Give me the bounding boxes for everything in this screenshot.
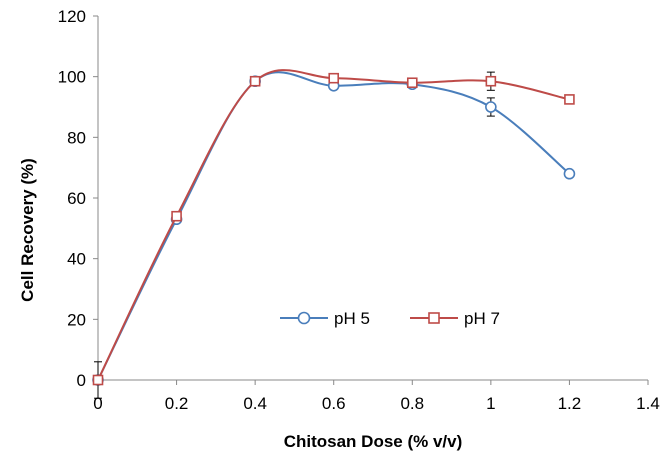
series-ph-5 [92,71,576,386]
data-point [171,210,182,222]
data-point [249,75,261,87]
data-point [485,75,497,87]
x-tick-label: 0.6 [322,394,346,413]
data-point [485,101,497,113]
data-point [328,72,340,84]
series-group [92,69,576,399]
legend-marker [297,311,311,325]
axes [93,15,649,385]
y-tick-label: 100 [58,68,86,87]
legend: pH 5 pH 7 [280,309,500,328]
legend-label: pH 5 [334,309,370,328]
data-point [92,374,104,386]
y-tick-label: 0 [77,371,86,390]
x-tick-label: 0.2 [165,394,189,413]
y-tick-label: 20 [67,310,86,329]
legend-item: pH 7 [410,309,500,328]
y-axis-title: Cell Recovery (%) [18,158,37,302]
legend-label: pH 7 [464,309,500,328]
tick-labels: 0 0.2 0.4 0.6 0.8 1 1.2 1.4 0 20 40 60 80 100 120 [58,7,660,413]
y-tick-label: 120 [58,7,86,26]
y-tick-label: 40 [67,250,86,269]
data-point [563,167,576,180]
legend-item: pH 5 [280,309,370,328]
data-point [564,94,575,105]
x-tick-label: 0 [93,394,102,413]
x-tick-label: 0.8 [400,394,424,413]
x-tick-label: 1.2 [558,394,582,413]
x-axis-title: Chitosan Dose (% v/v) [284,432,463,451]
x-tick-label: 1.4 [636,394,660,413]
series-line [97,69,570,381]
legend-marker [428,312,440,324]
x-tick-label: 1 [486,394,495,413]
x-tick-label: 0.4 [243,394,267,413]
series-ph-7 [92,69,575,399]
series-line [97,71,571,381]
y-tick-label: 60 [67,189,86,208]
y-tick-label: 80 [67,128,86,147]
data-point [406,77,418,89]
